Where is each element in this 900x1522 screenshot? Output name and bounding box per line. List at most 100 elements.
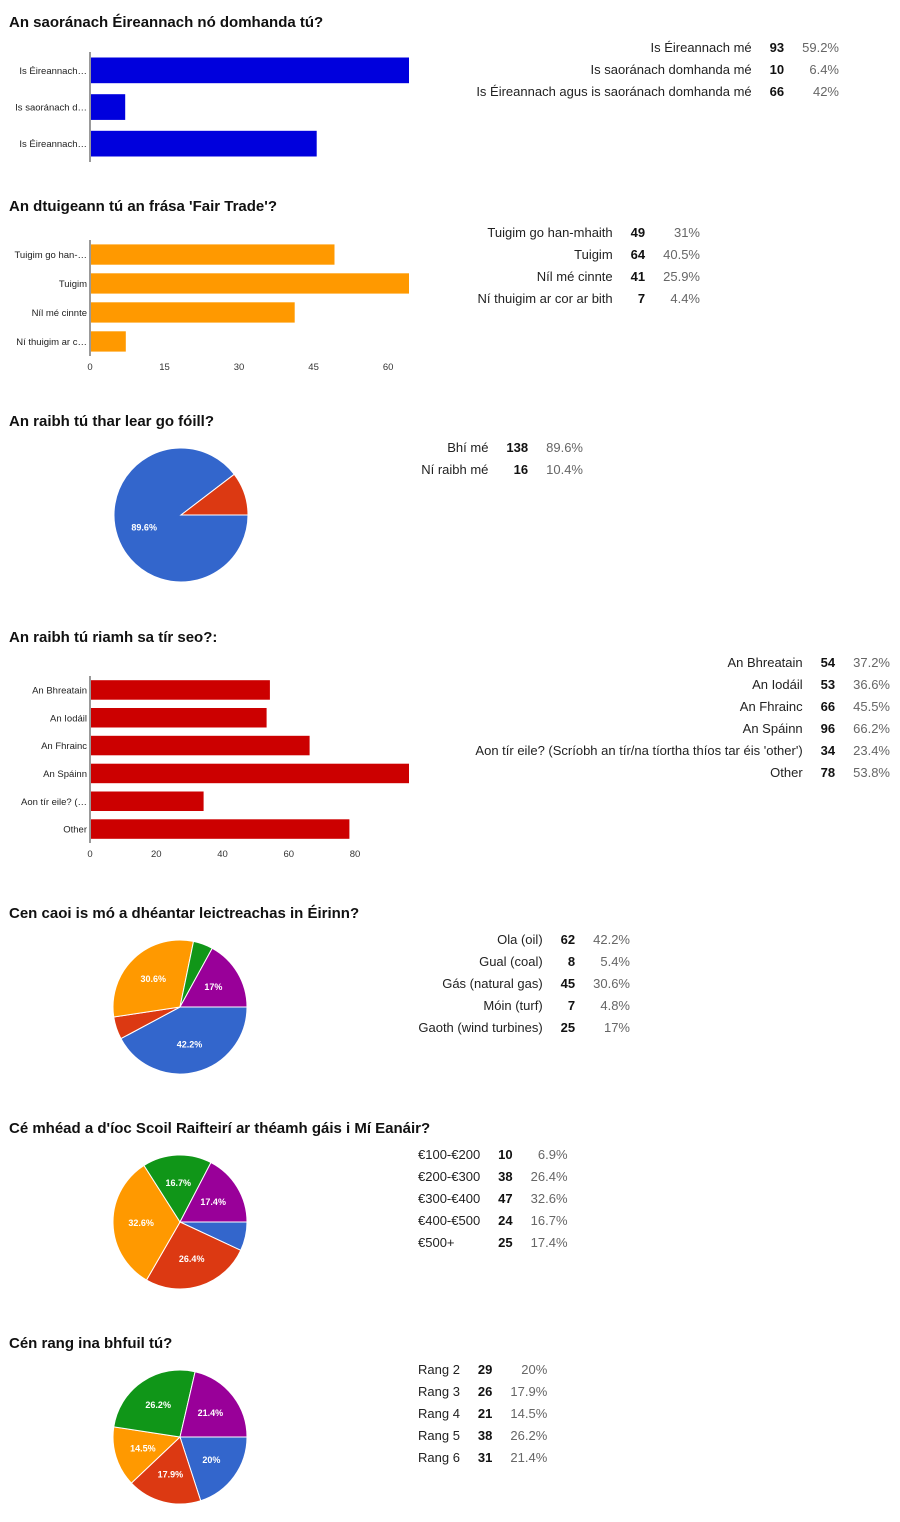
slice-label: 20%	[202, 1455, 220, 1465]
summary-count: 31	[477, 1449, 493, 1465]
slice-label: 16.7%	[166, 1178, 192, 1188]
summary-percent: 21.4%	[510, 1449, 548, 1465]
category-label: An Fhrainc	[41, 741, 87, 752]
summary-label: Níl mé cinnte	[536, 268, 613, 284]
summary-count: 66	[820, 698, 836, 714]
tick-label: 30	[234, 362, 245, 373]
summary-row: Rang 2 29 20%	[418, 1358, 547, 1380]
summary-percent: 16.7%	[530, 1212, 568, 1228]
summary-percent: 59.2%	[802, 39, 839, 55]
bar	[91, 302, 295, 323]
summary-percent: 17%	[603, 1019, 630, 1035]
summary-row: Rang 6 31 21.4%	[418, 1446, 547, 1468]
summary-percent: 42%	[812, 83, 839, 99]
summary-percent: 37.2%	[853, 654, 890, 670]
summary-count: 38	[498, 1168, 513, 1184]
slice-label: 14.5%	[130, 1444, 156, 1454]
summary-label: An Spáinn	[742, 720, 803, 736]
summary-count: 25	[498, 1234, 513, 1250]
summary-label: Is Éireannach mé	[650, 39, 752, 55]
summary-count: 53	[820, 676, 836, 692]
bar	[91, 819, 350, 839]
summary-label: Gual (coal)	[479, 953, 543, 969]
category-label: Other	[63, 825, 87, 836]
pie-slice	[179, 473, 249, 516]
summary-table-5: Ola (oil) 62 42.2% Gual (coal) 8 5.4% Gás (n…	[418, 928, 630, 1038]
summary-row: Móin (turf) 7 4.8%	[418, 994, 630, 1016]
summary-count: 45	[560, 975, 576, 991]
category-label: Tuigim	[59, 279, 87, 290]
bar	[91, 680, 270, 700]
category-label: Tuigim go han-…	[14, 250, 87, 261]
summary-label: Rang 2	[418, 1361, 460, 1377]
summary-row: €500+ 25 17.4%	[418, 1231, 568, 1253]
summary-percent: 36.6%	[853, 676, 890, 692]
bar	[91, 57, 409, 84]
bar	[91, 244, 335, 265]
pie-slice	[143, 1154, 212, 1223]
summary-percent: 26.2%	[510, 1427, 548, 1443]
question-title: An dtuigeann tú an frása 'Fair Trade'?	[9, 198, 278, 215]
summary-label: Gás (natural gas)	[442, 975, 543, 991]
slice-label: 32.6%	[128, 1218, 154, 1228]
summary-label: €400-€500	[418, 1212, 481, 1228]
summary-label: €300-€400	[418, 1190, 481, 1206]
bar	[91, 708, 267, 728]
summary-row: An Spáinn 96 66.2%	[475, 717, 890, 739]
summary-row: Tuigim 64 40.5%	[478, 243, 700, 265]
pie-slice	[113, 1369, 196, 1438]
summary-count: 26	[477, 1383, 493, 1399]
summary-count: 41	[630, 268, 646, 284]
category-label: Is Éireannach…	[19, 139, 87, 150]
tick-label: 15	[159, 362, 170, 373]
tick-label: 0	[87, 362, 92, 373]
summary-count: 62	[560, 931, 576, 947]
slice-label: 21.4%	[198, 1408, 224, 1418]
bar	[91, 331, 126, 352]
slice-label: 26.2%	[145, 1400, 171, 1410]
summary-row: Ola (oil) 62 42.2%	[418, 928, 630, 950]
summary-row: Ní thuigim ar cor ar bith 7 4.4%	[478, 287, 700, 309]
summary-count: 138	[506, 439, 529, 455]
summary-count: 34	[820, 742, 836, 758]
summary-row: An Iodáil 53 36.6%	[475, 673, 890, 695]
summary-row: An Fhrainc 66 45.5%	[475, 695, 890, 717]
summary-percent: 45.5%	[853, 698, 890, 714]
summary-count: 21	[477, 1405, 493, 1421]
tick-label: 60	[283, 849, 294, 860]
summary-label: Is Éireannach agus is saoránach domhanda…	[476, 83, 752, 99]
pie-chart-5: 42.2% 30.6% 17%	[112, 939, 248, 1075]
summary-percent: 32.6%	[530, 1190, 568, 1206]
summary-row: €100-€200 10 6.9%	[418, 1143, 568, 1165]
bar	[91, 130, 317, 157]
summary-label: Bhí mé	[447, 439, 489, 455]
category-label: Aon tír eile? (…	[21, 797, 87, 808]
category-label: Is Éireannach…	[19, 66, 87, 77]
summary-row: Aon tír eile? (Scríobh an tír/na tíortha…	[475, 739, 890, 761]
bar	[91, 735, 310, 756]
summary-count: 16	[513, 461, 529, 477]
summary-row: Is Éireannach agus is saoránach domhanda…	[476, 80, 839, 102]
summary-percent: 26.4%	[530, 1168, 568, 1184]
summary-table-7: Rang 2 29 20% Rang 3 26 17.9% Rang 4 21 14.5% …	[418, 1358, 547, 1468]
summary-count: 54	[820, 654, 836, 670]
category-label: An Iodáil	[50, 713, 87, 724]
summary-label: Rang 4	[418, 1405, 460, 1421]
summary-label: €200-€300	[418, 1168, 481, 1184]
summary-percent: 5.4%	[600, 953, 630, 969]
summary-row: Gual (coal) 8 5.4%	[418, 950, 630, 972]
summary-percent: 6.4%	[809, 61, 839, 77]
summary-count: 93	[769, 39, 785, 55]
summary-label: Móin (turf)	[483, 997, 543, 1013]
summary-count: 29	[477, 1361, 493, 1377]
summary-percent: 4.4%	[670, 290, 700, 306]
summary-table-1: Is Éireannach mé 93 59.2% Is saoránach dom…	[476, 36, 839, 102]
summary-row: An Bhreatain 54 37.2%	[475, 651, 890, 673]
question-title: Cen caoi is mó a dhéantar leictreachas i…	[9, 905, 360, 922]
tick-label: 40	[217, 849, 228, 860]
pie-slice	[112, 1164, 181, 1281]
summary-label: Ní raibh mé	[421, 461, 489, 477]
category-label: Is saoránach d…	[15, 103, 87, 114]
question-title: An saoránach Éireannach nó domhanda tú?	[9, 14, 324, 31]
summary-count: 10	[769, 61, 785, 77]
